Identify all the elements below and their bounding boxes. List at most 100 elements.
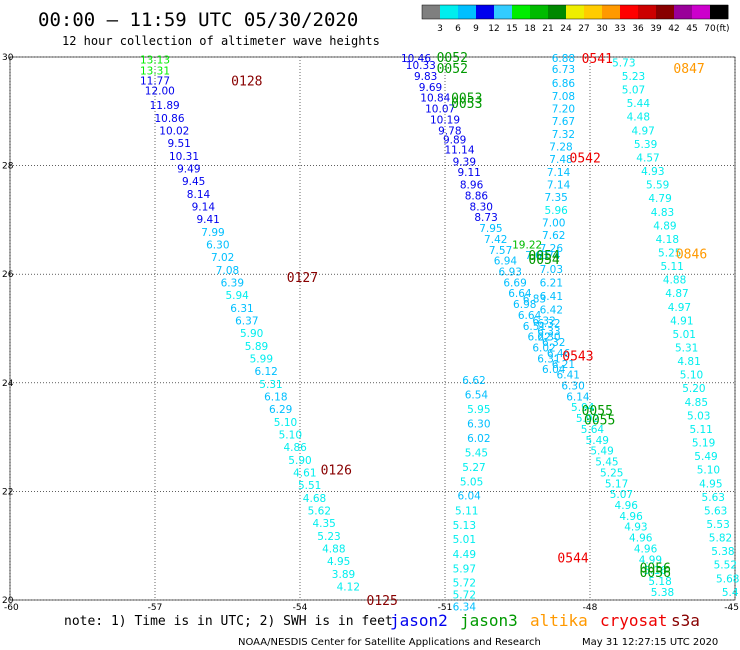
pass-number-label: 0056 (640, 561, 671, 576)
wave-height-value: 4.93 (641, 166, 664, 178)
wave-height-value: 5.23 (317, 531, 340, 543)
pass-number-label: 0128 (231, 74, 262, 89)
wave-height-value: 4.88 (322, 543, 345, 555)
wave-height-value: 9.83 (414, 71, 437, 83)
wave-height-value: 6.21 (540, 277, 563, 289)
pass-number-label: 0056 (640, 566, 671, 581)
x-tick-label: -54 (293, 603, 308, 613)
color-swatch (566, 5, 585, 19)
wave-height-value: 5.95 (467, 404, 490, 416)
wave-height-value: 5.92 (576, 413, 599, 425)
wave-height-value: 7.26 (540, 243, 564, 255)
wave-height-value: 6.02 (532, 343, 555, 355)
wave-height-value: 6.21 (552, 359, 575, 371)
wave-height-value: 5.10 (697, 465, 720, 477)
wave-height-value: 7.63 (525, 250, 548, 262)
wave-height-value: 5.97 (453, 564, 476, 576)
wave-height-value: 7.08 (216, 265, 239, 277)
wave-height-value: 6.64 (518, 310, 542, 322)
wave-height-value: 5.27 (462, 462, 485, 474)
wave-height-value: 7.48 (549, 154, 572, 166)
wave-height-value: 5.63 (704, 505, 727, 517)
wave-height-value: 10.84 (420, 93, 450, 105)
wave-height-value: 5.53 (706, 519, 729, 531)
color-swatch (656, 5, 675, 19)
wave-height-value: 9.49 (177, 163, 200, 175)
wave-height-value: 7.67 (552, 116, 575, 128)
x-tick-label: -45 (724, 603, 739, 613)
wave-height-value: 10.86 (154, 113, 184, 125)
timestamp-text: May 31 12:27:15 UTC 2020 (582, 637, 718, 648)
wave-height-value: 6.32 (542, 337, 565, 349)
wave-height-value: 5.45 (595, 457, 618, 469)
wave-height-value: 5.94 (225, 290, 249, 302)
color-swatch (512, 5, 531, 19)
wave-height-value: 5.96 (544, 205, 568, 217)
wave-height-value: 5.25 (658, 247, 681, 259)
pass-number-label: 0125 (367, 594, 398, 609)
wave-height-value: 5.39 (634, 139, 657, 151)
wave-height-value: 10.46 (401, 53, 431, 65)
pass-number-label: 0054 (528, 249, 559, 264)
color-scale-unit: (ft) (716, 24, 730, 34)
wave-height-value: 10.02 (159, 125, 189, 137)
legend-entry-cryosat: cryosat (600, 611, 667, 630)
wave-height-value: 7.14 (547, 167, 571, 179)
wave-height-value: 5.45 (465, 447, 488, 459)
wave-height-value: 5.90 (240, 328, 263, 340)
wave-height-value: 6.94 (494, 256, 518, 268)
wave-height-value: 4.35 (312, 518, 335, 530)
wave-height-value: 7.08 (552, 91, 575, 103)
wave-height-value: 7.62 (542, 230, 565, 242)
wave-height-value: 7.20 (552, 104, 575, 116)
color-swatch (530, 5, 549, 19)
wave-height-value: 5.31 (259, 379, 282, 391)
wave-height-value: 4.96 (634, 543, 658, 555)
color-scale-tick: 18 (524, 24, 536, 34)
wave-height-value: 5.07 (610, 489, 633, 501)
color-swatch (422, 5, 441, 19)
wave-height-value: 4.87 (665, 288, 688, 300)
pass-number-label: 0846 (676, 248, 707, 263)
wave-height-value: 9.51 (167, 138, 190, 150)
wave-height-value: 6.02 (467, 433, 490, 445)
wave-height-value: 6.31 (230, 303, 253, 315)
x-tick-label: -60 (4, 603, 19, 613)
wave-height-value: 6.32 (532, 315, 555, 327)
wave-height-value: 6.29 (269, 404, 292, 416)
color-scale-tick: 9 (473, 24, 479, 34)
color-swatch (494, 5, 513, 19)
wave-height-value: 6.93 (499, 266, 522, 278)
pass-number-label: 0055 (582, 404, 613, 419)
wave-height-value: 12.00 (145, 86, 175, 98)
chart-title: 00:00 – 11:59 UTC 05/30/2020 (38, 9, 358, 31)
wave-height-value: 4.61 (293, 467, 316, 479)
color-swatch (440, 5, 459, 19)
wave-height-value: 5.4 (722, 587, 739, 599)
wave-height-value: 6.69 (503, 277, 526, 289)
note-text: note: 1) Time is in UTC; 2) SWH is in fe… (64, 614, 393, 629)
color-scale-tick: 42 (668, 24, 679, 34)
y-tick-label: 28 (2, 162, 14, 172)
wave-height-value: 5.10 (279, 429, 302, 441)
x-tick-label: -51 (438, 603, 453, 613)
wave-height-value: 4.96 (629, 533, 653, 545)
wave-height-value: 7.99 (201, 227, 224, 239)
wave-height-value: 4.81 (677, 356, 700, 368)
wave-height-value: 5.23 (622, 71, 645, 83)
wave-height-value: 9.39 (453, 156, 476, 168)
color-swatch (638, 5, 657, 19)
color-scale-tick: 45 (686, 24, 697, 34)
wave-height-value: 6.98 (513, 299, 536, 311)
wave-height-value: 19.22 (512, 239, 542, 251)
wave-height-value: 6.18 (264, 391, 287, 403)
wave-height-value: 5.10 (680, 370, 703, 382)
wave-height-value: 5.89 (245, 341, 268, 353)
wave-height-value: 5.25 (600, 467, 623, 479)
wave-height-value: 6.30 (467, 419, 490, 431)
wave-height-value: 5.49 (694, 451, 717, 463)
wave-height-value: 5.90 (288, 455, 311, 467)
pass-number-label: 0544 (557, 552, 588, 567)
